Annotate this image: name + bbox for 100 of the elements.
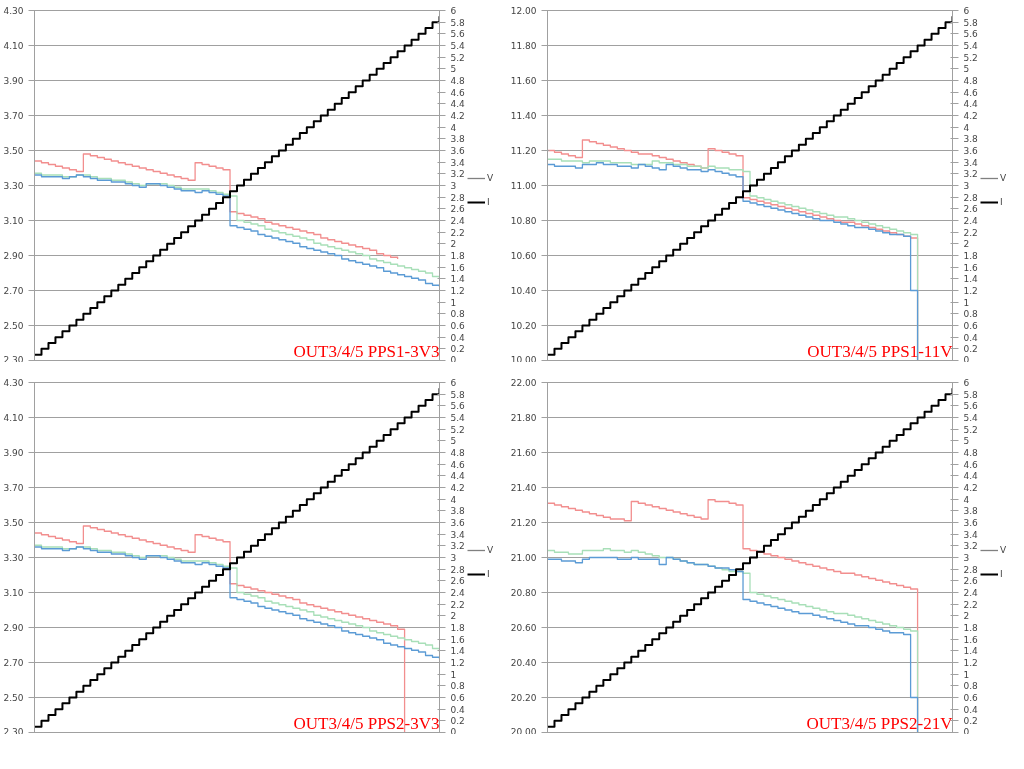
y2-tick-label: 4.2 [963,483,978,493]
legend-label: V [1000,545,1008,555]
y2-tick-label: 3.6 [450,518,466,528]
y2-tick-label: 1 [450,669,457,680]
y2-tick-label: 5 [963,436,970,447]
y2-tick-label: 3.8 [450,134,466,145]
y-tick-label: 20.20 [510,693,537,703]
y2-tick-label: 3 [450,181,457,191]
y-tick-label: 11.20 [510,146,537,156]
y2-tick-label: 5.2 [450,52,465,63]
y-tick-label: 11.40 [510,111,537,121]
legend-label: V [487,173,495,183]
y2-tick-label: 3 [963,553,970,563]
y2-tick-label: 0.2 [963,344,978,355]
y-tick-label: 10.80 [510,216,537,226]
y2-tick-label: 1.2 [450,286,465,296]
y2-tick-label: 2.8 [963,192,979,203]
y2-tick-label: 5.2 [450,424,465,435]
y2-tick-label: 3.6 [963,518,979,528]
y-tick-label: 10.40 [510,286,537,296]
y2-tick-label: 2 [963,611,970,622]
y2-tick-label: 3.4 [450,529,466,540]
y-tick-label: 12.00 [510,6,537,16]
y2-tick-label: 0.2 [450,344,465,355]
y2-tick-label: 0.2 [963,716,978,727]
y2-tick-label: 1.2 [450,658,465,668]
y-tick-label: 2.70 [3,658,24,668]
y2-tick-label: 1.4 [963,646,979,657]
y2-tick-label: 2 [450,239,457,250]
y-tick-label: 4.10 [3,41,24,51]
y2-tick-label: 0.8 [963,681,979,692]
y-tick-label: 20.60 [510,623,537,633]
y2-tick-label: 2.6 [450,204,466,215]
y2-tick-label: 2.2 [450,599,465,610]
y2-tick-label: 0.6 [963,321,979,331]
y2-tick-label: 0.8 [963,309,979,320]
y2-tick-label: 4.2 [450,111,465,121]
y2-tick-label: 5.6 [963,401,979,412]
y2-tick-label: 4 [963,122,970,133]
y-tick-label: 2.90 [3,251,24,261]
y2-tick-label: 1.6 [450,262,466,273]
y2-tick-label: 3.6 [963,146,979,156]
y2-tick-label: 0.6 [963,693,979,703]
y-tick-label: 21.00 [510,553,537,563]
y2-tick-label: 0.8 [450,681,466,692]
y2-tick-label: 2.2 [963,599,978,610]
y-tick-label: 22.00 [510,378,537,388]
y2-tick-label: 3.4 [450,157,466,168]
y2-tick-label: 6 [963,6,970,16]
y2-tick-label: 2.8 [450,564,466,575]
y-tick-label: 11.80 [510,41,537,51]
y-tick-label: 11.00 [510,181,537,191]
y2-tick-label: 1.6 [963,634,979,645]
y2-tick-label: 3 [450,553,457,563]
y2-tick-label: 2.6 [963,576,979,587]
y2-tick-label: 0.6 [450,321,466,331]
y-tick-label: 3.50 [3,146,24,156]
y2-tick-label: 0.4 [450,332,466,343]
y-tick-label: 3.10 [3,588,24,598]
y2-tick-label: 3.8 [450,506,466,517]
y-tick-label: 21.80 [510,413,537,423]
y2-tick-label: 2 [450,611,457,622]
y2-tick-label: 2.4 [963,588,979,598]
y-tick-label: 11.60 [510,76,537,86]
y-tick-label: 3.70 [3,111,24,121]
y2-tick-label: 1.6 [450,634,466,645]
y2-tick-label: 3.2 [450,541,465,552]
y2-tick-label: 2 [963,239,970,250]
text: OUT3/4/5 PPS2-3V3 [293,713,440,733]
y2-tick-label: 5.4 [450,413,466,423]
y2-tick-label: 6 [963,378,970,388]
y2-tick-label: 4.6 [963,459,979,470]
legend-label: I [487,569,491,579]
y2-tick-label: 3.4 [963,529,979,540]
y2-tick-label: 2.2 [963,227,978,238]
y-tick-label: 10.60 [510,251,537,261]
y-tick-label: 4.30 [3,378,24,388]
y2-tick-label: 3.2 [963,541,978,552]
y-tick-label: 3.30 [3,181,24,191]
y2-tick-label: 1 [450,297,457,308]
y-tick-label: 2.70 [3,286,24,296]
y2-tick-label: 4.8 [963,448,979,458]
y2-tick-label: 0 [963,726,970,737]
y2-tick-label: 2.4 [450,588,466,598]
y2-tick-label: 2.2 [450,227,465,238]
y2-tick-label: 2.6 [963,204,979,215]
y2-tick-label: 5.6 [450,29,466,40]
y2-tick-label: 5 [963,64,970,75]
y-tick-label: 21.20 [510,518,537,528]
y2-tick-label: 5.8 [963,17,979,28]
y-tick-label: 2.50 [3,321,24,331]
y-tick-label: 3.50 [3,518,24,528]
y-tick-label: 2.30 [3,726,24,737]
y2-tick-label: 1.8 [963,623,979,633]
y-tick-label: 20.80 [510,588,537,598]
y2-tick-label: 3.8 [963,506,979,517]
legend-label: V [1000,173,1008,183]
y2-tick-label: 1.4 [450,274,466,285]
legend-label: I [1000,197,1004,207]
y-tick-label: 3.70 [3,483,24,493]
